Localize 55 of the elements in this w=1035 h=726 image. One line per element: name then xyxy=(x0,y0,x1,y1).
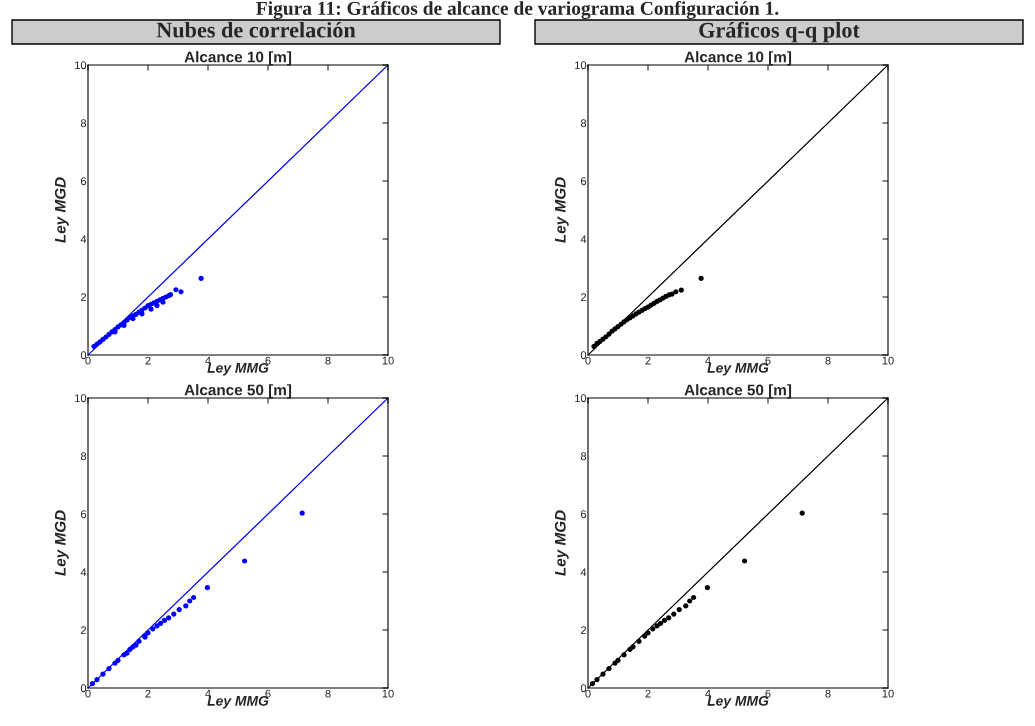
y-tick-label: 4 xyxy=(80,235,87,244)
y-tick-label: 6 xyxy=(581,510,587,519)
y-tick-label: 2 xyxy=(80,293,87,302)
y-axis-title: Ley MGD xyxy=(554,177,569,243)
y-tick-label: 10 xyxy=(575,394,587,403)
x-tick-label: 8 xyxy=(825,689,831,698)
y-tick-label: 10 xyxy=(75,394,87,403)
y-tick-label: 6 xyxy=(81,177,87,186)
x-tick-label: 2 xyxy=(645,356,651,365)
x-axis-title: Ley MMG xyxy=(207,695,269,709)
x-tick-label: 8 xyxy=(825,356,831,365)
x-tick-label: 8 xyxy=(325,356,331,365)
y-tick-label: 8 xyxy=(80,452,87,461)
y-axis-title: Ley MGD xyxy=(54,510,69,576)
chart-title: Alcance 10 [m] xyxy=(184,51,292,66)
y-tick-label: 6 xyxy=(581,177,587,186)
y-tick-label: 2 xyxy=(580,626,587,635)
chart-title: Alcance 10 [m] xyxy=(684,51,792,66)
text: Nubes de correlación xyxy=(156,21,356,38)
y-axis-title: Ley MGD xyxy=(554,510,569,576)
y-tick-label: 8 xyxy=(580,452,587,461)
x-tick-label: 2 xyxy=(145,356,151,365)
y-tick-label: 2 xyxy=(580,293,587,302)
text: Gráficos q-q plot xyxy=(699,21,860,43)
x-tick-label: 4 xyxy=(705,689,711,698)
y-tick-label: 8 xyxy=(80,119,87,128)
x-tick-label: 8 xyxy=(325,689,331,698)
text: Figura 11: Gráficos de alcance de variograma Configuración 1. xyxy=(256,1,779,19)
x-tick-label: 6 xyxy=(765,689,771,698)
x-tick-label: 6 xyxy=(265,356,271,365)
x-tick-label: 6 xyxy=(765,356,771,365)
x-tick-label: 4 xyxy=(205,356,211,365)
x-tick-label: 10 xyxy=(882,689,894,698)
x-tick-label: 4 xyxy=(705,356,711,365)
y-tick-label: 4 xyxy=(80,568,87,577)
chart-title: Alcance 50 [m] xyxy=(684,384,792,399)
y-tick-label: 10 xyxy=(75,61,87,70)
y-tick-label: 6 xyxy=(81,510,87,519)
chart-title: Alcance 50 [m] xyxy=(184,384,292,399)
y-tick-label: 4 xyxy=(580,235,587,244)
y-tick-label: 8 xyxy=(580,119,587,128)
x-axis-title: Ley MMG xyxy=(207,362,269,376)
x-tick-label: 6 xyxy=(265,689,271,698)
y-axis-title: Ley MGD xyxy=(54,177,69,243)
x-tick-label: 2 xyxy=(645,689,651,698)
y-tick-label: 2 xyxy=(80,626,87,635)
y-tick-label: 4 xyxy=(580,568,587,577)
x-tick-label: 10 xyxy=(382,356,394,365)
x-tick-label: 10 xyxy=(882,356,894,365)
y-tick-label: 10 xyxy=(575,61,587,70)
x-tick-label: 2 xyxy=(145,689,151,698)
x-tick-label: 10 xyxy=(382,689,394,698)
x-axis-title: Ley MMG xyxy=(707,695,769,709)
x-axis-title: Ley MMG xyxy=(707,362,769,376)
x-tick-label: 4 xyxy=(205,689,211,698)
